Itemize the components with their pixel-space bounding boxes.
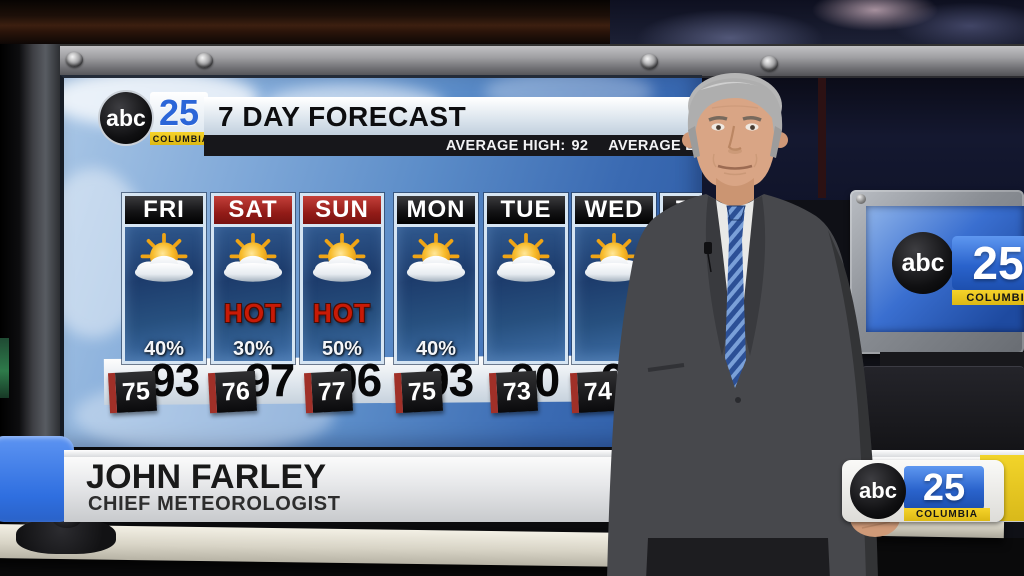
- day-header: TUE: [487, 196, 565, 227]
- logo-city-text: COLUMBIA: [152, 133, 210, 144]
- day-body: 40%: [397, 227, 475, 361]
- partly-cloudy-icon: [398, 232, 474, 292]
- avg-low-label: AVERAGE LO: [608, 137, 702, 154]
- presenter-name: JOHN FARLEY: [86, 458, 327, 496]
- avg-high-value: 92: [571, 137, 589, 154]
- panel-edge: [818, 78, 826, 198]
- forecast-averages-bar: AVERAGE HIGH: 92 AVERAGE LO: [204, 135, 702, 156]
- precip-chance: 30%: [232, 338, 274, 360]
- day-header: SUN: [303, 196, 381, 227]
- partly-cloudy-icon: [488, 232, 564, 292]
- bolt-icon: [761, 56, 778, 71]
- storm-sky-backdrop: [610, 0, 1024, 46]
- side-monitor-glimpse: [0, 338, 9, 398]
- logo-city-strip: COLUMBIA: [952, 290, 1024, 305]
- studio-monitor: abc 25 COLUMBIA: [850, 190, 1024, 354]
- precip-chance: 40%: [415, 338, 457, 360]
- abc-logo-text: abc: [901, 248, 945, 277]
- day-name: MON: [406, 196, 466, 223]
- day-body: [487, 227, 565, 361]
- partly-cloudy-icon: [304, 232, 380, 292]
- logo-city-text: COLUMBIA: [966, 291, 1024, 304]
- low-temp: 73: [502, 376, 532, 407]
- ceiling-beam: [0, 0, 610, 44]
- logo-25-box: 25: [904, 466, 984, 510]
- day-name: SUN: [315, 196, 369, 223]
- low-temp-box: 75: [107, 370, 158, 414]
- day-name: SAT: [228, 196, 278, 223]
- low-temp-box: 75: [393, 370, 444, 414]
- day-column-sat: SAT HOT 30%: [210, 192, 296, 365]
- logo-city-strip: COLUMBIA: [150, 132, 212, 145]
- low-temp: 75: [121, 376, 151, 407]
- day-body: HOT 30%: [214, 227, 292, 361]
- day-body: HOT 50%: [303, 227, 381, 361]
- logo-city-text: COLUMBIA: [916, 509, 978, 520]
- low-temp-box: 73: [488, 370, 539, 414]
- logo-25-text: 25: [158, 92, 200, 133]
- abc-logo-circle: abc: [98, 90, 154, 146]
- bolt-icon: [641, 54, 658, 69]
- low-temp-box: 76: [207, 370, 258, 414]
- low-temp: 77: [317, 376, 347, 407]
- lower-third-top-strip: [64, 450, 1024, 457]
- day-body: 40%: [125, 227, 203, 361]
- precip-chance: 40%: [143, 338, 185, 360]
- day-header: MON: [397, 196, 475, 227]
- day-column-mon: MON 40%: [393, 192, 479, 365]
- logo-25-text: 25: [972, 237, 1024, 289]
- logo-city-strip: COLUMBIA: [904, 508, 990, 521]
- logo-25-text: 25: [922, 466, 966, 509]
- day-column-fri: FRI 40%: [121, 192, 207, 365]
- bolt-icon: [856, 194, 866, 204]
- bolt-icon: [196, 53, 213, 68]
- abc-logo-text: abc: [859, 478, 897, 503]
- hot-label: HOT: [224, 298, 282, 328]
- low-temp-box: 77: [303, 370, 354, 414]
- partly-cloudy-icon: [126, 232, 202, 292]
- low-temp: 76: [221, 376, 251, 407]
- bolt-icon: [66, 52, 83, 67]
- day-name: TUE: [500, 196, 552, 223]
- hot-label: HOT: [313, 298, 371, 328]
- forecast-title-bar: 7 DAY FORECAST: [204, 97, 702, 135]
- day-name: FRI: [143, 196, 185, 223]
- high-temp: 93: [150, 354, 200, 406]
- studio-monitor-screen: abc 25 COLUMBIA: [866, 206, 1024, 332]
- abc-logo-circle: abc: [850, 463, 906, 519]
- presenter-title: CHIEF METEOROLOGIST: [88, 493, 341, 515]
- lower-third-blue-chip: [0, 436, 74, 522]
- precip-chance: 50%: [321, 338, 363, 360]
- day-name: WED: [584, 196, 644, 223]
- logo-25-box: 25: [952, 236, 1024, 290]
- day-column-tue: TUE: [483, 192, 569, 365]
- abc-logo-circle: abc: [892, 232, 954, 294]
- low-temp: 75: [407, 376, 437, 407]
- forecast-title: 7 DAY FORECAST: [218, 100, 467, 132]
- avg-high-label: AVERAGE HIGH:: [445, 137, 566, 154]
- monitor-stand: [880, 352, 1024, 368]
- day-column-sun: SUN HOT 50%: [299, 192, 385, 365]
- partly-cloudy-icon: [215, 232, 291, 292]
- station-bug-logo: 25 COLUMBIA abc: [842, 460, 1004, 522]
- day-header: SAT: [214, 196, 292, 227]
- abc-logo-text: abc: [106, 104, 146, 131]
- day-header: FRI: [125, 196, 203, 227]
- day-header: WED: [575, 196, 653, 227]
- logo-25-box: 25: [150, 92, 208, 134]
